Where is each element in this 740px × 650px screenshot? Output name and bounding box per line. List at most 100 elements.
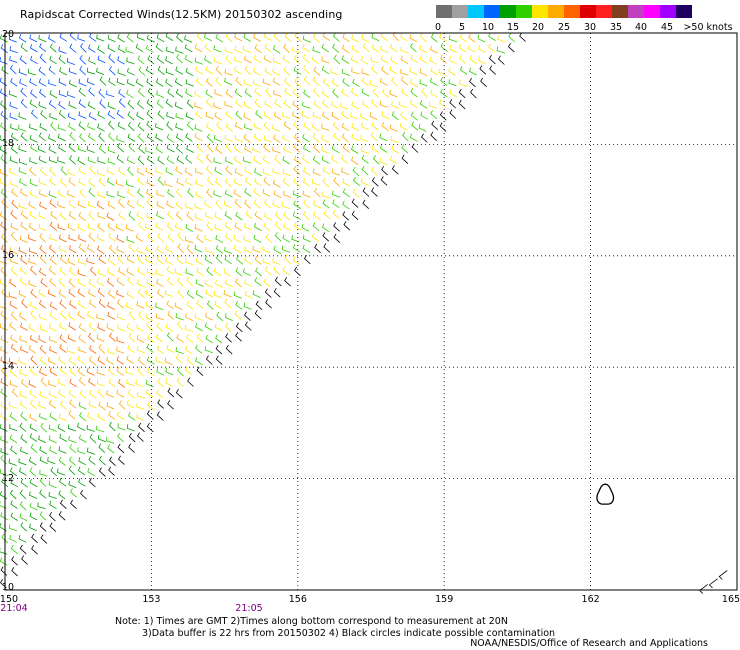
wind-barb [10, 222, 19, 231]
wind-barb [225, 55, 233, 65]
wind-barb [400, 55, 409, 64]
wind-barb [59, 299, 67, 309]
wind-barb [117, 455, 125, 465]
wind-barb [9, 278, 17, 288]
wind-barb [332, 32, 340, 42]
wind-barb [59, 478, 67, 487]
wind-barb [39, 345, 47, 355]
wind-barb [19, 78, 28, 87]
legend-swatch [676, 5, 692, 18]
wind-barb [254, 211, 262, 221]
wind-barb [265, 299, 272, 309]
wind-barb [175, 46, 184, 54]
wind-barb [9, 156, 18, 164]
wind-barb [398, 100, 408, 109]
wind-barb [116, 389, 125, 398]
wind-barb [195, 66, 203, 75]
wind-barb [166, 266, 175, 275]
wind-barb [78, 457, 86, 466]
wind-barb [86, 67, 96, 75]
legend-swatch [468, 5, 484, 18]
wind-barb [58, 511, 66, 521]
wind-barb [87, 244, 95, 253]
wind-barb [321, 123, 330, 131]
wind-barb [98, 299, 106, 309]
wind-barb [108, 120, 115, 130]
wind-barb [48, 134, 56, 142]
wind-barb [165, 257, 174, 266]
wind-barb [39, 324, 48, 333]
wind-barb [137, 255, 145, 265]
wind-barb [391, 77, 398, 87]
wind-barb [380, 55, 389, 64]
wind-barb [96, 368, 105, 376]
wind-barb [38, 34, 47, 43]
wind-barb [29, 423, 38, 432]
wind-barb [196, 299, 204, 309]
wind-barb [97, 45, 105, 54]
wind-barb [10, 266, 18, 276]
wind-barb [126, 255, 135, 264]
wind-barb [293, 165, 301, 176]
wind-barb [49, 412, 58, 421]
wind-barb [292, 89, 301, 98]
wind-barb [69, 488, 77, 498]
wind-barb [108, 132, 115, 142]
wind-barb [243, 101, 252, 109]
wind-barb [419, 68, 428, 77]
wind-barb [352, 188, 360, 198]
wind-barb [135, 379, 144, 388]
wind-barb [410, 111, 418, 121]
wind-barb [194, 44, 203, 53]
wind-barb [252, 79, 261, 87]
wind-barb [79, 188, 87, 199]
wind-barb [19, 512, 28, 522]
wind-barb [78, 99, 86, 109]
wind-barb [117, 68, 126, 76]
wind-barb [410, 99, 418, 108]
wind-barb [29, 301, 38, 310]
wind-barb [19, 276, 27, 286]
wind-barb [98, 455, 106, 466]
wind-barb [0, 423, 8, 432]
wind-barb [117, 190, 126, 199]
wind-barb [29, 157, 38, 165]
wind-barb [400, 68, 409, 76]
wind-barb [10, 231, 18, 242]
wind-barb [157, 156, 165, 165]
wind-barb [195, 191, 204, 199]
wind-barb [20, 412, 28, 422]
wind-barb [312, 33, 321, 43]
wind-barb [215, 34, 224, 43]
wind-barb [155, 333, 163, 343]
wind-barb [88, 56, 97, 65]
wind-barb [224, 100, 233, 108]
wind-barb [70, 499, 77, 509]
wind-barb [48, 435, 57, 444]
wind-barb [186, 211, 194, 221]
wind-barb [477, 34, 486, 43]
wind-barb [332, 88, 339, 99]
wind-barb [29, 389, 37, 399]
legend-label: 5 [458, 22, 466, 33]
wind-barb [508, 33, 516, 43]
lat-tick-label: 12 [2, 472, 15, 484]
wind-barb [77, 223, 86, 232]
wind-barb [1, 65, 9, 75]
legend-swatch [436, 5, 452, 18]
wind-barb [166, 344, 175, 353]
wind-barb [699, 584, 708, 594]
wind-barb [303, 144, 311, 153]
wind-barb [155, 356, 164, 364]
wind-barb [322, 99, 329, 109]
wind-barb [184, 44, 193, 53]
wind-barb [283, 99, 291, 109]
wind-barb [145, 146, 154, 154]
wind-barb [116, 346, 125, 354]
wind-barb [400, 33, 408, 42]
wind-barb [282, 169, 291, 177]
wind-barb [449, 109, 457, 119]
wind-barb [18, 167, 27, 175]
wind-barb [127, 344, 135, 354]
wind-barb [224, 156, 233, 165]
